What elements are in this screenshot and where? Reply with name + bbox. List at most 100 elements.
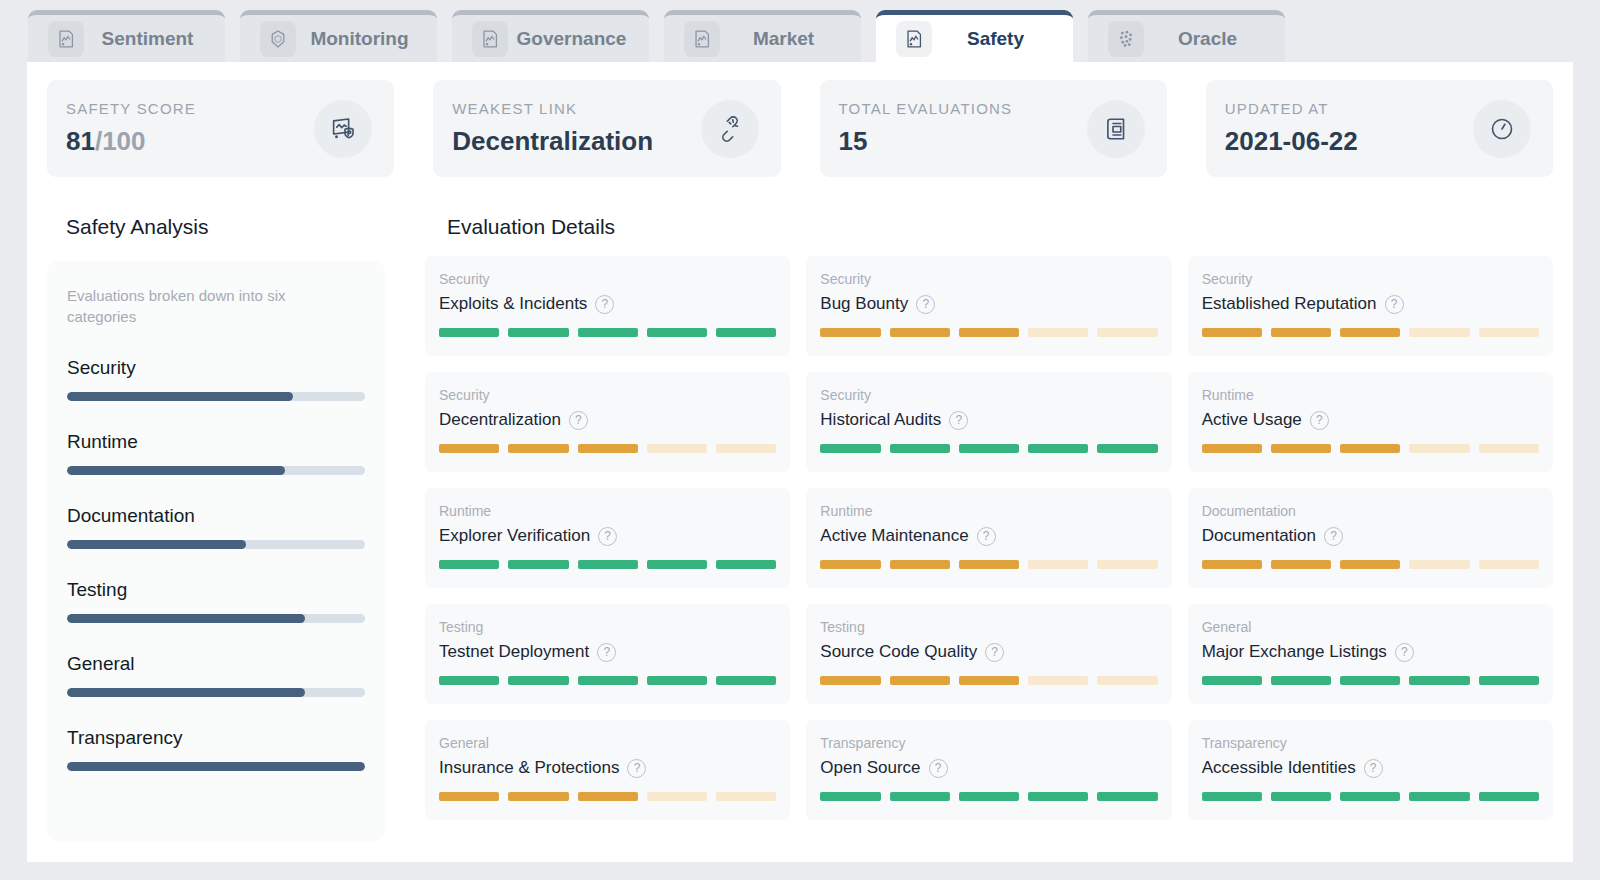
category-row: Transparency	[67, 727, 365, 771]
rating-segment	[578, 328, 638, 337]
content-panel: SAFETY SCORE 81/100 WEAKEST LINK Decentr…	[27, 62, 1573, 862]
evaluation-card: Documentation Documentation ?	[1188, 488, 1553, 588]
rating-segment	[439, 560, 499, 569]
rating-segment	[1271, 676, 1331, 685]
tab[interactable]: Market	[664, 10, 861, 62]
evaluation-name: Exploits & Incidents	[439, 294, 587, 314]
rating-segment	[820, 792, 880, 801]
help-icon[interactable]: ?	[1364, 759, 1383, 778]
category-progress-track	[67, 762, 365, 771]
tab[interactable]: Oracle	[1088, 10, 1285, 62]
safety-analysis-card: Evaluations broken down into six categor…	[47, 261, 385, 841]
stat-label: UPDATED AT	[1225, 100, 1358, 117]
rating-bar	[820, 444, 1157, 453]
help-icon[interactable]: ?	[929, 759, 948, 778]
safety-score-icon	[314, 100, 372, 158]
category-progress-track	[67, 540, 365, 549]
evaluation-name: Open Source	[820, 758, 920, 778]
evaluation-name: Accessible Identities	[1202, 758, 1356, 778]
rating-bar	[1202, 328, 1539, 337]
evaluation-category: Security	[820, 271, 1157, 287]
stat-text: TOTAL EVALUATIONS 15	[839, 100, 1013, 157]
category-progress-fill	[67, 688, 305, 697]
evaluation-category: Transparency	[1202, 735, 1539, 751]
evaluation-category: Security	[1202, 271, 1539, 287]
tab-label: Oracle	[1144, 28, 1271, 50]
help-icon[interactable]: ?	[985, 643, 1004, 662]
tab[interactable]: Safety	[876, 10, 1073, 62]
category-progress-track	[67, 688, 365, 697]
rating-segment	[1479, 328, 1539, 337]
category-progress-track	[67, 466, 365, 475]
rating-segment	[1097, 328, 1157, 337]
category-row: Security	[67, 357, 365, 401]
rating-segment	[1097, 560, 1157, 569]
rating-segment	[508, 792, 568, 801]
rating-segment	[820, 328, 880, 337]
help-icon[interactable]: ?	[1385, 295, 1404, 314]
safety-analysis-column: Safety Analysis Evaluations broken down …	[47, 215, 385, 841]
tab-label: Sentiment	[84, 28, 211, 50]
evaluation-card: Transparency Accessible Identities ?	[1188, 720, 1553, 820]
evaluation-category: Security	[439, 271, 776, 287]
evaluation-card: Testing Testnet Deployment ?	[425, 604, 790, 704]
evaluation-card: Runtime Active Maintenance ?	[806, 488, 1171, 588]
category-progress-track	[67, 614, 365, 623]
help-icon[interactable]: ?	[627, 759, 646, 778]
rating-segment	[647, 676, 707, 685]
category-row: Testing	[67, 579, 365, 623]
rating-segment	[647, 328, 707, 337]
rating-segment	[890, 560, 950, 569]
rating-segment	[647, 444, 707, 453]
evaluation-category: Runtime	[1202, 387, 1539, 403]
help-icon[interactable]: ?	[1324, 527, 1343, 546]
rating-segment	[716, 676, 776, 685]
rating-segment	[1479, 792, 1539, 801]
evaluation-card: Runtime Explorer Verification ?	[425, 488, 790, 588]
rating-segment	[1202, 792, 1262, 801]
rating-segment	[1202, 444, 1262, 453]
category-name: Security	[67, 357, 365, 379]
tab-bar: Sentiment Monitoring Governance Market S…	[28, 10, 1285, 62]
evaluation-category: Testing	[820, 619, 1157, 635]
stat-card: WEAKEST LINK Decentralization	[433, 80, 780, 177]
tab[interactable]: Monitoring	[240, 10, 437, 62]
category-progress-fill	[67, 614, 305, 623]
rating-bar	[820, 792, 1157, 801]
tab[interactable]: Sentiment	[28, 10, 225, 62]
doc-chart-icon	[896, 21, 932, 57]
evaluation-category: Runtime	[439, 503, 776, 519]
evaluation-name: Source Code Quality	[820, 642, 977, 662]
help-icon[interactable]: ?	[949, 411, 968, 430]
rating-segment	[439, 676, 499, 685]
rating-bar	[1202, 444, 1539, 453]
help-icon[interactable]: ?	[1395, 643, 1414, 662]
stat-text: WEAKEST LINK Decentralization	[452, 100, 653, 157]
stat-cards-row: SAFETY SCORE 81/100 WEAKEST LINK Decentr…	[47, 80, 1553, 177]
rating-bar	[820, 560, 1157, 569]
rating-bar	[820, 676, 1157, 685]
help-icon[interactable]: ?	[1310, 411, 1329, 430]
dots-icon	[1108, 21, 1144, 57]
rating-segment	[1409, 560, 1469, 569]
help-icon[interactable]: ?	[569, 411, 588, 430]
tab[interactable]: Governance	[452, 10, 649, 62]
help-icon[interactable]: ?	[595, 295, 614, 314]
help-icon[interactable]: ?	[977, 527, 996, 546]
rating-segment	[1409, 792, 1469, 801]
rating-segment	[1028, 444, 1088, 453]
evaluation-card: Security Decentralization ?	[425, 372, 790, 472]
stat-text: UPDATED AT 2021-06-22	[1225, 100, 1358, 157]
stat-value-suffix: /100	[95, 126, 146, 156]
stat-label: WEAKEST LINK	[452, 100, 653, 117]
help-icon[interactable]: ?	[598, 527, 617, 546]
rating-segment	[1340, 444, 1400, 453]
help-icon[interactable]: ?	[597, 643, 616, 662]
rating-bar	[1202, 560, 1539, 569]
evaluation-category: General	[1202, 619, 1539, 635]
rating-segment	[959, 792, 1019, 801]
evaluation-card: General Major Exchange Listings ?	[1188, 604, 1553, 704]
rating-segment	[820, 444, 880, 453]
help-icon[interactable]: ?	[916, 295, 935, 314]
doc-chart-icon	[48, 21, 84, 57]
